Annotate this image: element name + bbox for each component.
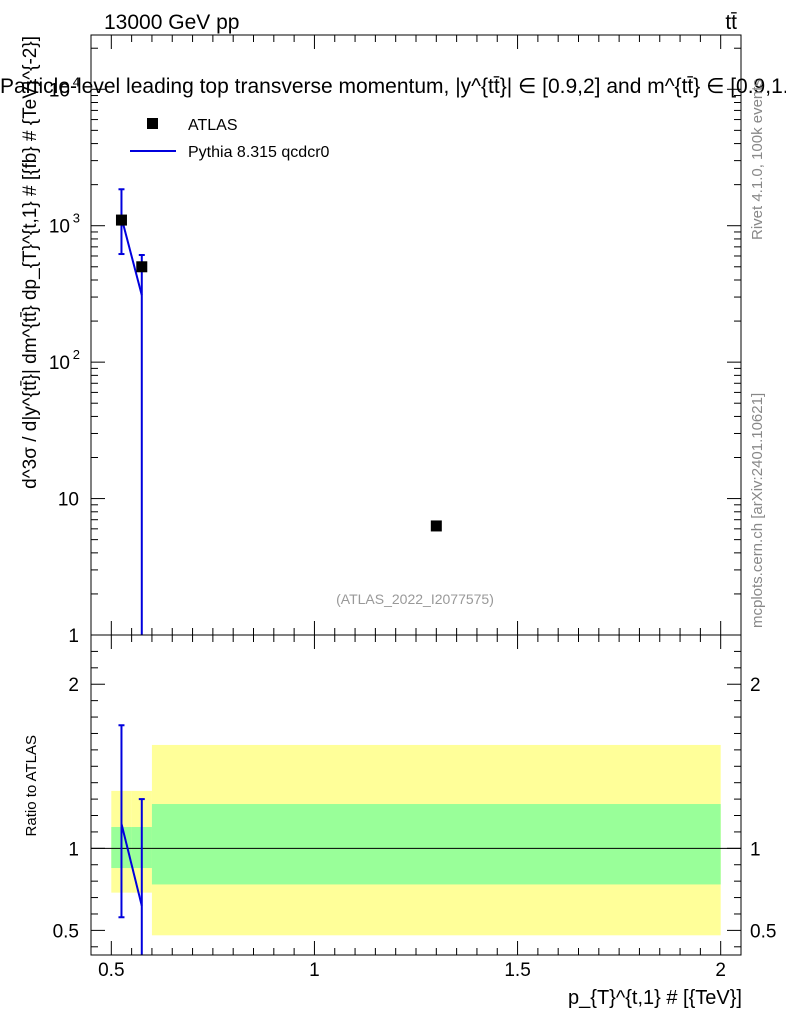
ratio-y-tick-label-right: 0.5 xyxy=(750,921,776,942)
y-tick-label: 10 xyxy=(49,80,70,101)
y-tick-label-exponent: 2 xyxy=(73,347,80,362)
ratio-band-inner xyxy=(151,804,721,885)
mcplots-label: mcplots.cern.ch [arXiv:2401.10621] xyxy=(749,393,766,628)
x-axis-label: p_{T}^{t,1} # [{TeV}] xyxy=(568,987,742,1009)
y-tick-label: 1 xyxy=(68,626,79,647)
y-tick-label-exponent: 3 xyxy=(73,211,80,226)
ratio-y-tick-label-right: 2 xyxy=(750,675,761,696)
ratio-y-tick-label-left: 0.5 xyxy=(53,921,79,942)
mc-line xyxy=(120,217,143,296)
energy-label: 13000 GeV pp xyxy=(104,11,239,34)
analysis-watermark: (ATLAS_2022_I2077575) xyxy=(336,591,494,607)
atlas-data-point xyxy=(115,214,127,226)
legend: ATLAS Pythia 8.315 qcdcr0 xyxy=(130,117,330,161)
ratio-y-tick-label-left: 1 xyxy=(68,839,79,860)
ratio-ylabel: Ratio to ATLAS xyxy=(23,735,40,836)
legend-data-marker xyxy=(147,118,158,129)
rivet-label: Rivet 4.1.0, 100k events xyxy=(749,79,766,240)
ratio-mc-line xyxy=(120,823,143,907)
ratio-y-tick-label-right: 1 xyxy=(750,839,761,860)
x-tick-label: 0.5 xyxy=(98,960,124,981)
x-tick-label: 1.5 xyxy=(504,960,530,981)
y-tick-label: 10 xyxy=(49,353,70,374)
ratio-y-tick-label-left: 2 xyxy=(68,675,79,696)
legend-data-label: ATLAS xyxy=(188,117,238,134)
x-tick-label: 2 xyxy=(715,960,726,981)
atlas-data-point xyxy=(136,261,148,273)
ratio-panel: 0.5 1 1.5 2 0.5 0.5 1 1 2 2 xyxy=(53,634,776,981)
y-tick-label-exponent: 4 xyxy=(73,74,80,89)
process-label: tt̄ xyxy=(725,11,737,34)
y-tick-label: 10 xyxy=(49,217,70,238)
legend-mc-label: Pythia 8.315 qcdcr0 xyxy=(188,144,330,161)
atlas-data-point xyxy=(430,520,442,532)
x-tick-label: 1 xyxy=(309,960,320,981)
plot-title: Particle-level leading top transverse mo… xyxy=(0,75,786,98)
main-ylabel: d^3σ / d|y^{tt̄}| dm^{tt̄} dp_{T}^{t,1} … xyxy=(20,36,41,489)
y-tick-label: 10 xyxy=(58,490,79,511)
